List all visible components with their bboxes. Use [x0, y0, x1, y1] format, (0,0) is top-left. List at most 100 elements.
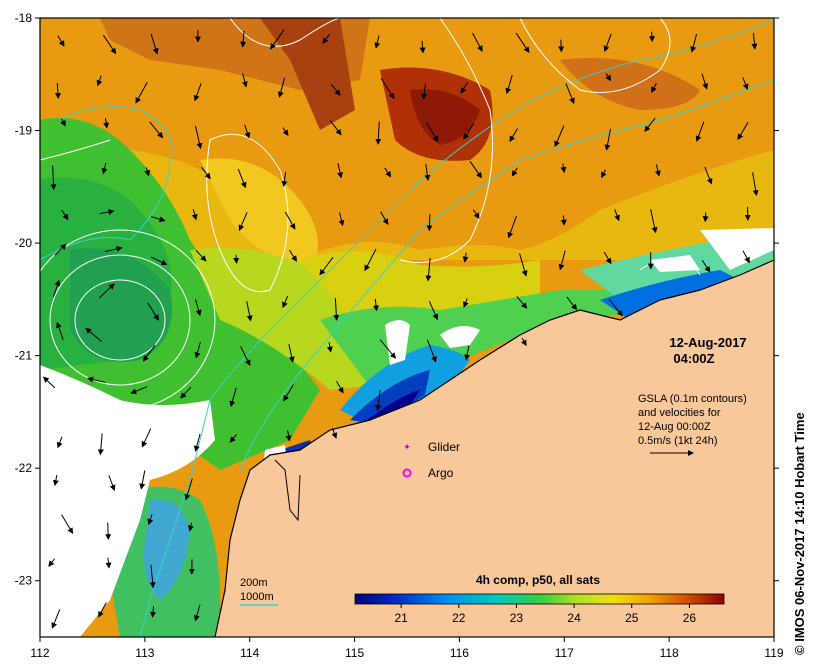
- velocity-arrow: [144, 167, 151, 177]
- velocity-arrow: [229, 434, 237, 443]
- velocity-arrow: [241, 73, 248, 88]
- isobath-200m: [239, 79, 774, 471]
- velocity-arrow: [142, 344, 156, 362]
- y-tick-label: -22: [15, 461, 33, 475]
- x-tick-label: 116: [450, 646, 469, 660]
- glider-icon: ✦: [403, 443, 411, 453]
- velocity-arrow: [326, 342, 333, 353]
- velocity-arrow: [149, 564, 156, 589]
- australia-landmass: [215, 260, 774, 637]
- velocity-arrow: [50, 165, 57, 191]
- velocity-arrow: [462, 298, 469, 308]
- velocity-arrow: [281, 171, 288, 188]
- velocity-arrow: [701, 73, 709, 90]
- velocity-arrow: [521, 337, 527, 347]
- velocity-arrow: [285, 430, 292, 442]
- velocity-arrow: [472, 209, 480, 220]
- velocity-arrow: [194, 125, 203, 150]
- velocity-arrow: [704, 166, 713, 185]
- velocity-arrow: [373, 298, 380, 312]
- velocity-arrow: [511, 167, 518, 177]
- velocity-arrow: [519, 253, 528, 277]
- velocity-arrow: [98, 602, 107, 618]
- velocity-arrow: [150, 605, 157, 618]
- velocity-arrow: [329, 120, 342, 136]
- velocity-arrow: [97, 433, 104, 456]
- velocity-arrow: [742, 77, 749, 91]
- velocity-arrow: [244, 124, 251, 139]
- velocity-arrow: [149, 121, 164, 139]
- colorbar-tick-label: 23: [510, 611, 524, 625]
- velocity-arrow: [752, 172, 759, 197]
- velocity-arrow: [98, 283, 115, 299]
- argo-icon: [402, 468, 412, 478]
- velocity-arrow: [375, 121, 382, 145]
- velocity-arrow: [601, 169, 607, 179]
- velocity-arrow: [184, 478, 193, 501]
- velocity-arrow: [509, 128, 518, 143]
- velocity-arrow: [237, 168, 247, 189]
- velocity-arrow: [605, 73, 612, 82]
- velocity-arrow: [460, 82, 468, 94]
- velocity-arrow: [289, 249, 298, 262]
- velocity-arrow: [603, 33, 612, 53]
- velocity-arrow: [108, 475, 116, 492]
- velocity-arrow: [648, 31, 655, 43]
- velocity-arrow: [554, 125, 565, 148]
- colorbar-tick-label: 25: [625, 611, 639, 625]
- velocity-arrow: [338, 212, 345, 227]
- velocity-arrow: [99, 209, 115, 215]
- velocity-arrow: [421, 83, 428, 100]
- velocity-arrow: [604, 128, 612, 151]
- y-tick-label: -18: [15, 11, 33, 25]
- velocity-arrow: [695, 121, 705, 142]
- velocity-arrow: [51, 609, 61, 629]
- velocity-arrow: [147, 513, 154, 526]
- velocity-arrow: [238, 212, 248, 232]
- velocity-arrow: [57, 35, 65, 47]
- y-axis: -18 -19 -20 -21 -22 -23: [15, 11, 779, 588]
- velocity-arrow: [180, 386, 192, 399]
- velocity-arrow: [56, 321, 64, 340]
- velocity-arrow: [150, 33, 159, 55]
- depth-200-label: 200m: [240, 577, 268, 589]
- isobath-1000m: [139, 19, 774, 637]
- x-tick-label: 115: [345, 646, 364, 660]
- gsla-contours: [40, 18, 701, 411]
- velocity-arrow: [96, 75, 103, 87]
- velocity-arrow: [558, 250, 566, 271]
- plot-frame: [39, 17, 775, 638]
- velocity-arrow: [462, 252, 469, 263]
- velocity-arrow: [428, 301, 439, 321]
- velocity-arrow: [54, 243, 67, 256]
- velocity-arrow: [516, 296, 528, 309]
- credit-label: © IMOS 06-Nov-2017 14:10 Hobart Time: [792, 412, 807, 655]
- velocity-arrow: [690, 33, 698, 53]
- velocity-arrow: [505, 74, 513, 95]
- x-tick-label: 118: [660, 646, 679, 660]
- velocity-arrow: [737, 122, 749, 141]
- velocity-arrow: [135, 81, 148, 104]
- velocity-arrows: [42, 29, 759, 629]
- velocity-arrow: [333, 298, 340, 321]
- velocity-arrow: [322, 34, 330, 44]
- gsla-note-line-4: 0.5m/s (1kt 24h): [638, 435, 717, 447]
- velocity-arrow: [150, 216, 166, 223]
- velocity-arrow: [426, 213, 433, 232]
- velocity-arrow: [463, 122, 475, 140]
- x-tick-label: 112: [30, 646, 49, 660]
- velocity-arrow: [603, 251, 612, 265]
- velocity-arrow: [48, 558, 55, 567]
- velocity-arrow: [147, 302, 159, 321]
- velocity-arrow: [742, 250, 750, 264]
- velocity-arrow: [101, 162, 108, 175]
- velocity-arrow: [560, 163, 567, 174]
- x-tick-label: 119: [764, 646, 783, 660]
- legend-glider: Glider: [428, 440, 460, 454]
- velocity-arrow: [701, 260, 711, 273]
- velocity-arrow: [187, 522, 194, 532]
- velocity-arrow: [52, 474, 59, 487]
- velocity-arrow: [331, 427, 338, 439]
- velocity-arrow: [105, 522, 112, 541]
- y-tick-label: -23: [15, 574, 33, 588]
